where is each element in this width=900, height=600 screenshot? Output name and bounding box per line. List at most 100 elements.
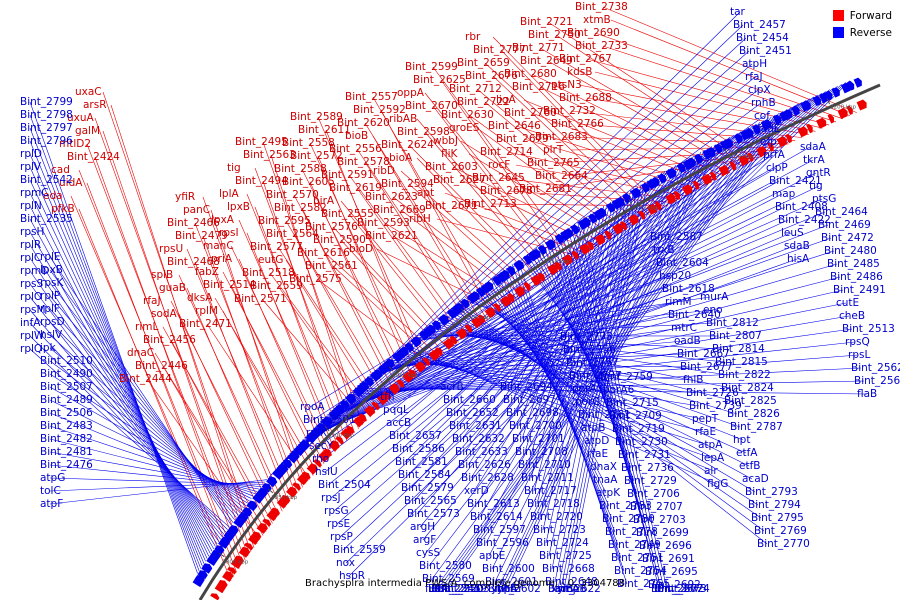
reverse-gene-label: Bint_2822: [718, 369, 771, 381]
forward-callout-line: [380, 109, 493, 318]
reverse-gene-label: Bint_2597: [473, 524, 526, 536]
forward-gene-feature: [586, 241, 594, 251]
forward-gene-feature: [628, 214, 639, 226]
reverse-gene-labels: Bint_2799Bint_2798Bint_2797Bint_2796rplD…: [20, 6, 900, 595]
forward-gene-label: bioB: [345, 130, 368, 142]
gene-features: [192, 77, 867, 600]
forward-gene-label: apt: [417, 187, 434, 199]
kbp-tick-label: 2900 kbp: [328, 433, 354, 439]
forward-gene-label: Bint_2777: [473, 44, 526, 56]
reverse-gene-label: Bint_2631: [449, 420, 502, 432]
forward-callout-line: [262, 141, 363, 426]
forward-gene-label: yfiR: [175, 191, 195, 203]
reverse-gene-feature: [657, 173, 667, 184]
reverse-callout-line: [49, 256, 232, 525]
reverse-gene-label: rplR: [20, 239, 41, 251]
reverse-gene-feature: [763, 119, 772, 130]
forward-gene-label: Bint_2714: [480, 146, 533, 158]
reverse-gene-label: accA: [554, 583, 580, 595]
reverse-gene-feature: [588, 213, 597, 224]
reverse-callout-line: [448, 309, 756, 493]
forward-callout-line: [222, 271, 325, 464]
forward-gene-feature: [456, 328, 467, 340]
forward-gene-label: Bint_2495: [235, 136, 288, 148]
forward-callout-line: [492, 75, 645, 220]
forward-gene-label: rbr: [465, 31, 481, 43]
reverse-gene-label: cutE: [836, 297, 859, 309]
forward-callout-line: [285, 220, 392, 399]
reverse-gene-label: Bint_2723: [533, 524, 586, 536]
forward-callout-line: [523, 138, 699, 190]
forward-gene-label: fabZ: [195, 266, 219, 278]
reverse-gene-feature: [632, 187, 641, 198]
forward-gene-label: Bint_2738: [575, 1, 628, 13]
reverse-gene-label: Bint_2480: [824, 245, 877, 257]
reverse-gene-label: Bint_2793: [745, 486, 798, 498]
reverse-gene-feature: [248, 500, 258, 510]
reverse-gene-feature: [323, 416, 333, 426]
forward-callout-line: [547, 21, 757, 161]
reverse-gene-feature: [651, 177, 660, 187]
forward-gene-label: lpxB: [227, 201, 250, 213]
reverse-callout-line: [399, 348, 712, 459]
forward-gene-label: Bint_2750: [528, 29, 581, 41]
forward-gene-feature: [210, 593, 220, 600]
forward-gene-feature: [323, 448, 332, 457]
forward-gene-feature: [281, 495, 291, 504]
reverse-gene-feature: [772, 114, 782, 125]
forward-gene-feature: [507, 293, 515, 303]
forward-callout-line: [186, 248, 293, 500]
reverse-gene-label: rpmC: [20, 187, 49, 199]
reverse-gene-label: ibpA: [494, 583, 518, 595]
reverse-callout-line: [542, 196, 621, 531]
forward-callout-line: [507, 151, 693, 193]
reverse-callout-line: [461, 170, 666, 440]
reverse-gene-label: rpoA: [300, 401, 325, 413]
forward-gene-label: lpxA: [211, 214, 235, 226]
reverse-gene-label: rpsL: [848, 349, 870, 361]
reverse-gene-label: Bint_2520: [431, 583, 484, 595]
reverse-gene-feature: [598, 207, 607, 218]
reverse-gene-label: Bint_2812: [706, 317, 759, 329]
reverse-gene-label: hslU: [315, 466, 338, 478]
reverse-gene-label: Bint_2755: [617, 578, 670, 590]
reverse-gene-label: Bint_2600: [482, 563, 535, 575]
forward-gene-label: Bint_2620: [337, 117, 390, 129]
reverse-gene-label: Bint_2668: [542, 563, 595, 575]
forward-gene-feature: [464, 324, 473, 334]
reverse-gene-label: Bint_2759: [600, 371, 653, 383]
reverse-gene-feature: [471, 291, 480, 301]
reverse-gene-label: Bint_2504: [318, 479, 371, 491]
reverse-gene-label: Bint_2454: [736, 32, 789, 44]
forward-callout-line: [317, 155, 414, 380]
reverse-gene-label: Bint_2814: [712, 343, 765, 355]
forward-gene-label: Bint_2760: [504, 107, 557, 119]
reverse-gene-label: nox: [336, 557, 355, 569]
reverse-gene-label: Bint_2667: [677, 348, 730, 360]
reverse-gene-feature: [564, 228, 574, 238]
forward-callout-line: [178, 313, 277, 520]
reverse-callout-line: [312, 101, 803, 421]
forward-gene-label: rpsU: [159, 243, 183, 255]
forward-callout-line: [254, 167, 355, 433]
reverse-gene-label: eno: [703, 304, 723, 316]
reverse-gene-label: Bint_2602: [488, 583, 541, 595]
reverse-gene-feature: [784, 109, 793, 120]
forward-gene-label: Bint_2592: [353, 104, 406, 116]
forward-gene-feature: [234, 555, 244, 564]
forward-callout-line: [364, 161, 474, 332]
forward-gene-label: Bint_2591: [321, 169, 374, 181]
forward-gene-label: bioD: [349, 243, 373, 255]
reverse-gene-label: Bint_2483: [40, 420, 93, 432]
reverse-gene-label: rpsD: [40, 316, 65, 328]
kbp-tick: [540, 252, 545, 259]
forward-gene-feature: [408, 369, 417, 378]
reverse-gene-label: Bint_2618: [662, 283, 715, 295]
forward-gene-feature: [396, 379, 405, 389]
forward-gene-feature: [530, 274, 542, 287]
reverse-gene-label: rho: [312, 453, 329, 465]
forward-gene-feature: [579, 243, 590, 255]
reverse-gene-label: Bint_2587: [650, 231, 703, 243]
forward-gene-label: Bint_2679: [496, 133, 549, 145]
forward-gene-feature: [654, 201, 662, 211]
